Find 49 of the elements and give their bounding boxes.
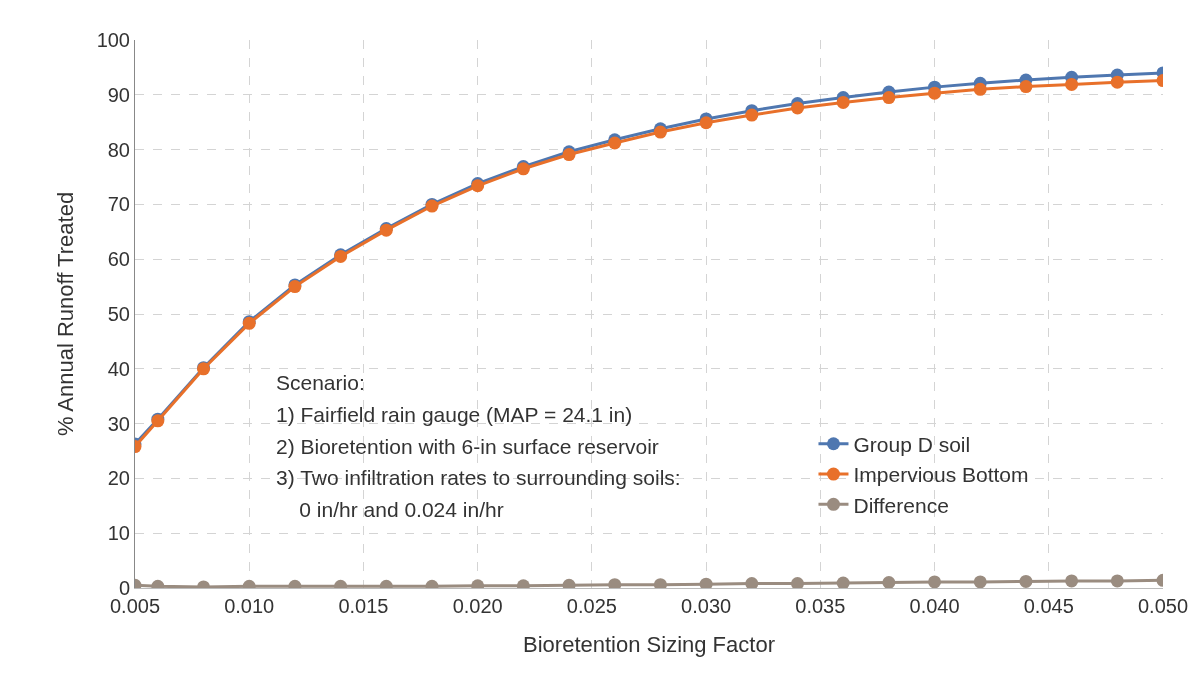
y-axis-title: % Annual Runoff Treated bbox=[53, 191, 79, 437]
annotation: 2) Bioretention with 6-in surface reservoir bbox=[276, 435, 659, 458]
point bbox=[882, 576, 896, 588]
x-tick-label: 0.030 bbox=[681, 595, 732, 617]
point bbox=[1110, 75, 1124, 89]
y-tick-label: 60 bbox=[107, 248, 130, 271]
x-tick-label: 0.015 bbox=[338, 595, 389, 617]
point bbox=[836, 95, 850, 109]
point bbox=[1110, 574, 1124, 588]
legend-label: Group D soil bbox=[853, 432, 971, 456]
point bbox=[699, 577, 713, 588]
point bbox=[928, 86, 942, 100]
point bbox=[791, 577, 804, 588]
point bbox=[1019, 80, 1033, 94]
point bbox=[836, 576, 850, 588]
y-tick-label: 10 bbox=[107, 522, 130, 545]
y-tick-label: 100 bbox=[96, 29, 130, 51]
point bbox=[745, 108, 759, 122]
point bbox=[973, 82, 987, 96]
x-axis-title: Bioretention Sizing Factor bbox=[523, 631, 775, 657]
x-tick-label: 0.040 bbox=[909, 595, 960, 617]
x-tick-label: 0.025 bbox=[566, 595, 617, 617]
point bbox=[699, 116, 713, 130]
annotation: 0 in/hr and 0.024 in/hr bbox=[276, 498, 504, 521]
point bbox=[1065, 77, 1079, 91]
annotation: Scenario: bbox=[276, 371, 365, 394]
point bbox=[791, 101, 804, 115]
point bbox=[1065, 574, 1079, 588]
x-tick-label: 0.010 bbox=[224, 595, 275, 617]
point bbox=[882, 91, 896, 105]
y-tick-label: 20 bbox=[107, 467, 130, 490]
y-tick-label: 50 bbox=[107, 303, 130, 325]
legend-label: Difference bbox=[853, 493, 949, 517]
y-tick-label: 30 bbox=[107, 412, 130, 435]
x-tick-label: 0.050 bbox=[1137, 595, 1189, 617]
annotation: 1) Fairfield rain gauge (MAP = 24.1 in) bbox=[276, 403, 633, 426]
y-tick-label: 70 bbox=[107, 193, 130, 216]
annotation: 3) Two infiltration rates to surrounding soils: bbox=[276, 466, 681, 489]
x-tick-label: 0.035 bbox=[795, 595, 846, 617]
y-tick-label: 90 bbox=[107, 83, 130, 106]
y-tick-label: 80 bbox=[107, 138, 130, 161]
x-tick-label: 0.045 bbox=[1023, 595, 1074, 617]
y-tick-label: 40 bbox=[107, 357, 130, 380]
point bbox=[1019, 574, 1033, 588]
x-tick-label: 0.020 bbox=[452, 595, 503, 617]
point bbox=[973, 575, 987, 588]
legend-label: Impervious Bottom bbox=[853, 463, 1029, 487]
point bbox=[928, 575, 942, 588]
point bbox=[745, 577, 759, 588]
